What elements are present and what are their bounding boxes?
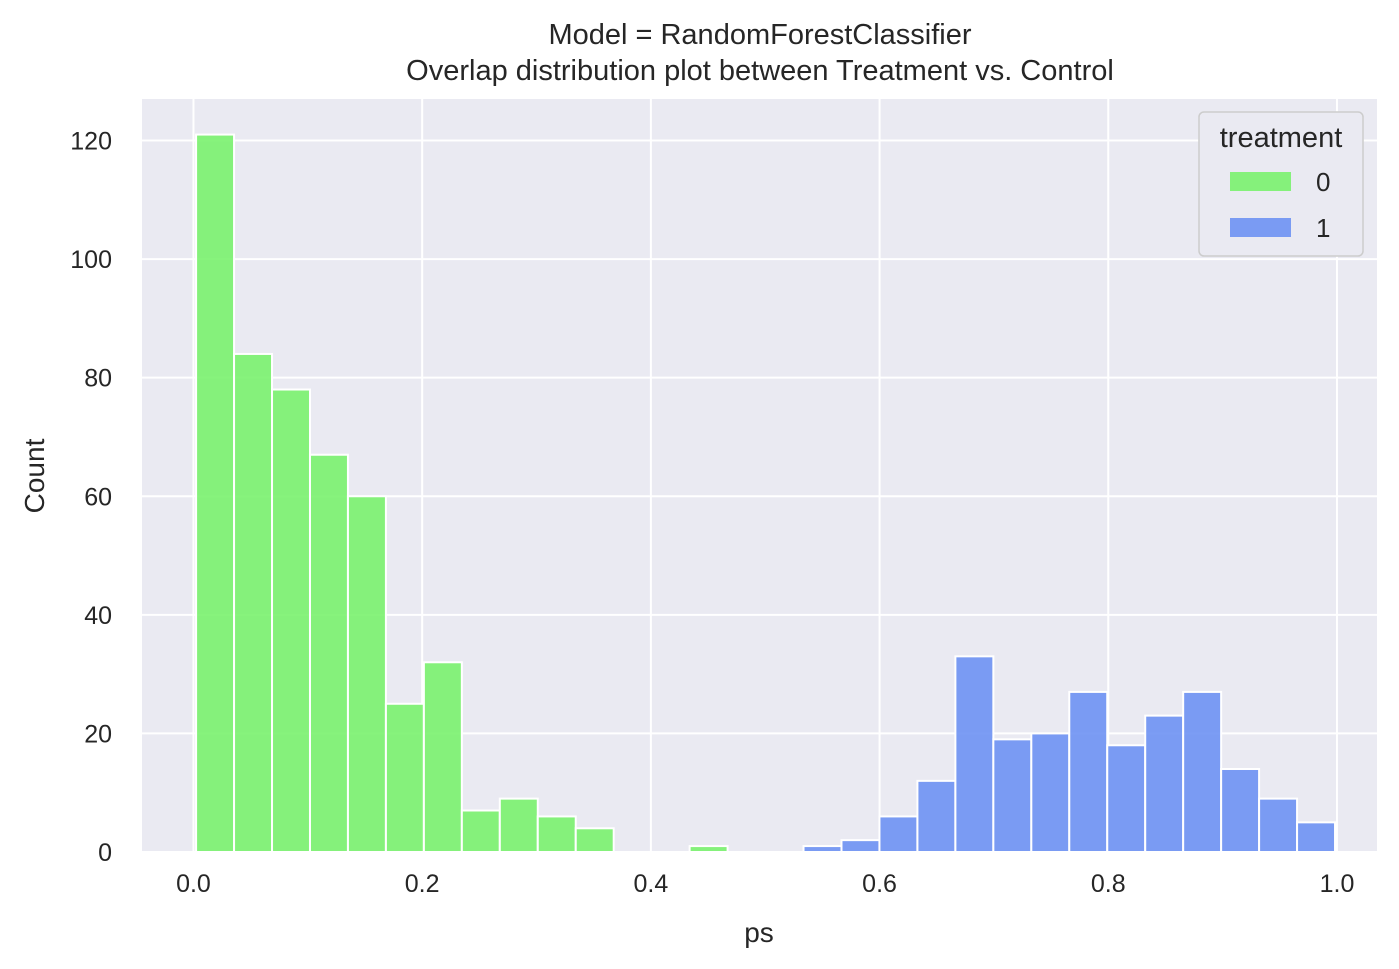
y-axis-ticks: 0 20 40 60 80 100 120 — [70, 128, 112, 867]
bar-series-0-bin-6 — [422, 661, 463, 853]
bar-series-0-bin-4 — [346, 495, 387, 853]
x-tick-label-2: 0.4 — [633, 870, 668, 898]
bar-series-0-bin-10 — [574, 827, 615, 853]
legend-label-1: 1 — [1316, 213, 1330, 243]
bar-series-1-bin-23 — [1068, 690, 1109, 853]
bar-series-0-bin-13 — [688, 845, 729, 853]
legend-swatch-0 — [1230, 172, 1291, 191]
bar-series-0-bin-9 — [536, 815, 577, 853]
bar-series-1-bin-22 — [1030, 732, 1071, 853]
histogram-bars — [195, 133, 1337, 854]
x-tick-label-0: 0.0 — [176, 870, 211, 898]
bar-series-1-bin-25 — [1144, 714, 1185, 854]
y-tick-label-6: 120 — [70, 128, 112, 156]
y-axis-label: Count — [19, 438, 50, 513]
bar-series-1-bin-20 — [954, 655, 995, 853]
bar-series-1-bin-28 — [1258, 797, 1299, 854]
bar-series-1-bin-26 — [1182, 690, 1223, 853]
bar-series-1-bin-27 — [1220, 767, 1261, 853]
bar-series-1-bin-17 — [840, 839, 881, 853]
bar-series-0-bin-1 — [233, 352, 274, 853]
legend-title: treatment — [1220, 122, 1343, 154]
y-tick-label-5: 100 — [70, 246, 112, 274]
chart-subtitle: Overlap distribution plot between Treatm… — [406, 55, 1114, 87]
y-tick-label-0: 0 — [98, 839, 112, 867]
legend-swatch-1 — [1230, 218, 1291, 237]
bar-series-0-bin-0 — [195, 133, 236, 853]
chart-title: Model = RandomForestClassifier — [548, 19, 971, 51]
y-tick-label-4: 80 — [84, 365, 112, 393]
bar-series-0-bin-2 — [271, 388, 311, 853]
bar-series-1-bin-19 — [916, 779, 957, 854]
bar-series-0-bin-3 — [308, 453, 349, 853]
bar-series-1-bin-18 — [878, 815, 919, 853]
legend-label-0: 0 — [1316, 167, 1330, 197]
x-axis-ticks: 0.0 0.2 0.4 0.6 0.8 1.0 — [176, 870, 1354, 898]
y-tick-label-1: 20 — [84, 720, 112, 748]
y-tick-label-2: 40 — [84, 602, 112, 630]
x-tick-label-5: 1.0 — [1320, 870, 1355, 898]
bar-series-1-bin-16 — [802, 845, 843, 853]
bar-series-0-bin-5 — [384, 702, 425, 854]
legend: treatment 0 1 — [1198, 111, 1364, 257]
bar-series-1-bin-21 — [992, 738, 1033, 853]
x-tick-label-3: 0.6 — [862, 870, 897, 898]
bar-series-1-bin-24 — [1106, 744, 1147, 853]
y-tick-label-3: 60 — [84, 483, 112, 511]
x-axis-label: ps — [744, 917, 774, 948]
x-tick-label-1: 0.2 — [405, 870, 440, 898]
bar-series-0-bin-7 — [460, 809, 501, 853]
x-tick-label-4: 0.8 — [1091, 870, 1126, 898]
bar-series-0-bin-8 — [498, 797, 539, 854]
bar-series-1-bin-29 — [1296, 821, 1337, 853]
